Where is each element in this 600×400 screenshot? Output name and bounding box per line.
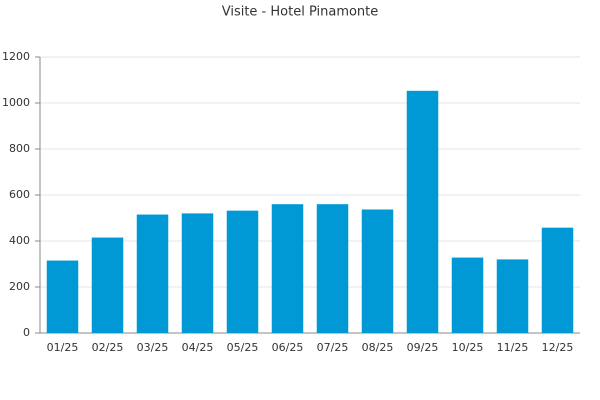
bar <box>496 259 529 333</box>
y-tick-label: 600 <box>9 188 30 201</box>
x-tick-label: 12/25 <box>542 341 574 354</box>
chart-title: Visite - Hotel Pinamonte <box>222 5 379 20</box>
y-tick-label: 800 <box>9 142 30 155</box>
bar <box>181 213 214 333</box>
bar <box>226 210 259 333</box>
bar <box>541 227 574 333</box>
y-tick-label: 1000 <box>2 96 30 109</box>
bar <box>91 237 124 333</box>
x-tick-label: 05/25 <box>227 341 259 354</box>
x-tick-label: 01/25 <box>47 341 79 354</box>
x-tick-label: 11/25 <box>497 341 529 354</box>
x-tick-label: 02/25 <box>92 341 124 354</box>
bar <box>271 204 304 333</box>
bar <box>361 209 394 333</box>
bar <box>136 214 169 333</box>
y-tick-label: 400 <box>9 234 30 247</box>
bar <box>451 257 484 333</box>
x-tick-label: 09/25 <box>407 341 439 354</box>
bar <box>406 90 439 333</box>
x-tick-label: 03/25 <box>137 341 169 354</box>
bar <box>46 260 79 333</box>
y-tick-label: 200 <box>9 280 30 293</box>
y-tick-label: 1200 <box>2 50 30 63</box>
x-tick-label: 04/25 <box>182 341 214 354</box>
x-tick-label: 08/25 <box>362 341 394 354</box>
y-tick-label: 0 <box>23 326 30 339</box>
x-tick-label: 10/25 <box>452 341 484 354</box>
x-tick-label: 06/25 <box>272 341 304 354</box>
x-tick-label: 07/25 <box>317 341 349 354</box>
bar <box>316 204 349 333</box>
